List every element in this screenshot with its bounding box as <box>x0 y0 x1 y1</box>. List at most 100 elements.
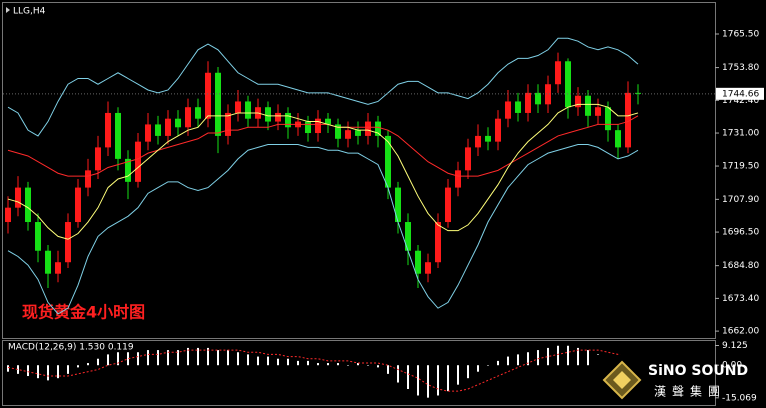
y-tick-label: 1719.50 <box>722 162 759 172</box>
candle-body <box>545 84 551 105</box>
macd-bar <box>277 358 279 366</box>
candle-body <box>135 141 141 182</box>
indicator-line <box>7 103 639 240</box>
macd-bar <box>147 350 149 366</box>
candle-body <box>115 112 121 159</box>
y-tick-label: 1765.50 <box>722 30 759 40</box>
candle-body <box>535 92 541 105</box>
macd-bar <box>137 352 139 366</box>
macd-bar <box>97 358 99 366</box>
macd-bar <box>537 350 539 366</box>
macd-bar <box>357 363 359 366</box>
y-tick-label: -15.069 <box>722 393 757 403</box>
candle-body <box>495 118 501 142</box>
candle-body <box>15 187 21 208</box>
candle-body <box>515 101 521 113</box>
logo: SiNO SOUND 漢聲集團 <box>596 355 748 405</box>
macd-bar <box>587 350 589 366</box>
macd-bar <box>337 363 339 366</box>
candle-body <box>65 222 71 263</box>
macd-title: MACD(12,26,9) 1.530 0.119 <box>8 343 134 353</box>
last-price-box <box>716 87 764 100</box>
macd-bar <box>257 356 259 366</box>
candle-body <box>205 72 211 119</box>
y-tick-label: 1696.50 <box>722 228 759 238</box>
y-tick-label: 1753.80 <box>722 63 759 73</box>
macd-bar <box>467 365 469 379</box>
candle-body <box>245 101 251 119</box>
candle-body <box>95 147 101 171</box>
candle-body <box>555 61 561 85</box>
macd-bar <box>37 365 39 379</box>
candle-body <box>85 170 91 188</box>
candle-body <box>585 95 591 116</box>
macd-bar <box>207 347 209 366</box>
candle-body <box>345 130 351 139</box>
candle-body <box>365 121 371 136</box>
candle-body <box>485 135 491 142</box>
candle-body <box>55 262 61 274</box>
candle-body <box>385 135 391 188</box>
candle-body <box>305 121 311 134</box>
macd-bar <box>487 365 489 366</box>
macd-bar <box>367 365 369 366</box>
candle-body <box>75 187 81 223</box>
y-tick-label: 1742.40 <box>722 96 759 106</box>
candle-body <box>5 207 11 223</box>
candle-body <box>175 118 181 128</box>
macd-bar <box>437 365 439 396</box>
macd-bar <box>347 365 349 366</box>
candle-body <box>45 250 51 274</box>
macd-bar <box>17 365 19 374</box>
candle-body <box>575 95 581 108</box>
candle-body <box>125 158 131 182</box>
macd-bar <box>477 365 479 372</box>
macd-bar <box>547 347 549 366</box>
candle-body <box>465 147 471 171</box>
candle-body <box>145 124 151 142</box>
macd-bar <box>27 365 29 377</box>
candle-body <box>195 107 201 119</box>
macd-bar <box>557 345 559 366</box>
macd-bar <box>177 350 179 366</box>
candle-body <box>325 118 331 125</box>
candle-body <box>235 101 241 113</box>
y-tick-label: 1673.40 <box>722 294 759 304</box>
macd-bar <box>497 360 499 366</box>
macd-bar <box>317 363 319 366</box>
macd-bar <box>327 363 329 366</box>
candle-body <box>395 187 401 223</box>
macd-bar <box>387 365 389 374</box>
y-tick-label: 0.00 <box>722 361 742 371</box>
macd-bar <box>427 365 429 398</box>
indicator-line <box>7 37 639 137</box>
macd-bar <box>577 347 579 366</box>
macd-bar <box>297 360 299 366</box>
macd-bar <box>157 350 159 366</box>
candle-body <box>165 118 171 136</box>
macd-bar <box>167 350 169 366</box>
candle-body <box>335 124 341 139</box>
candle-body <box>455 170 461 188</box>
candle-body <box>355 130 361 136</box>
macd-bar <box>517 354 519 366</box>
logo-inner <box>613 371 631 389</box>
macd-bar <box>107 354 109 366</box>
macd-bar <box>127 352 129 366</box>
logo-brand: SiNO SOUND <box>648 363 748 379</box>
candle-body <box>25 187 31 223</box>
candle-body <box>415 250 421 274</box>
y-tick-label: 1707.90 <box>722 195 759 205</box>
macd-bar <box>397 365 399 383</box>
y-tick-label: 1662.00 <box>722 327 759 337</box>
last-price-label: 1744.66 <box>722 89 759 99</box>
indicator-line <box>7 115 639 177</box>
candle-body <box>505 101 511 119</box>
macd-bar <box>67 365 69 374</box>
candle-body <box>635 92 641 94</box>
candle-body <box>155 124 161 136</box>
macd-bar <box>87 363 89 366</box>
y-tick-label: 9.125 <box>722 341 748 351</box>
macd-bar <box>7 365 9 372</box>
